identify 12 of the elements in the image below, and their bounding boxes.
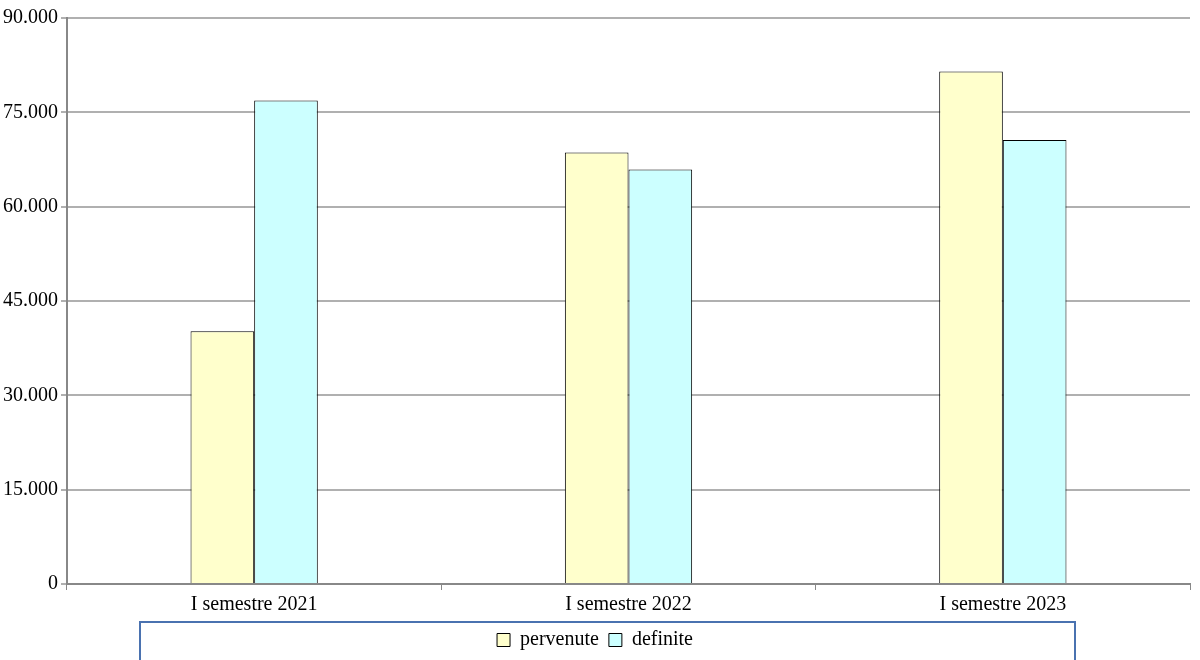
y-tick-label: 15.000: [3, 476, 58, 499]
y-tick-label: 90.000: [3, 5, 58, 28]
x-tick-label: I semestre 2022: [565, 592, 692, 615]
x-tick-label: I semestre 2021: [190, 592, 318, 615]
y-tick-label: 0: [48, 571, 58, 594]
y-tick-label: 60.000: [3, 193, 58, 216]
x-tick-label: I semestre 2023: [939, 592, 1067, 615]
legend-label: definite: [631, 627, 694, 650]
y-tick-label: 75.000: [3, 99, 58, 122]
legend-label: pervenute: [520, 627, 599, 651]
y-tick-label: 45.000: [3, 288, 58, 311]
y-tick-label: 30.000: [3, 382, 58, 405]
